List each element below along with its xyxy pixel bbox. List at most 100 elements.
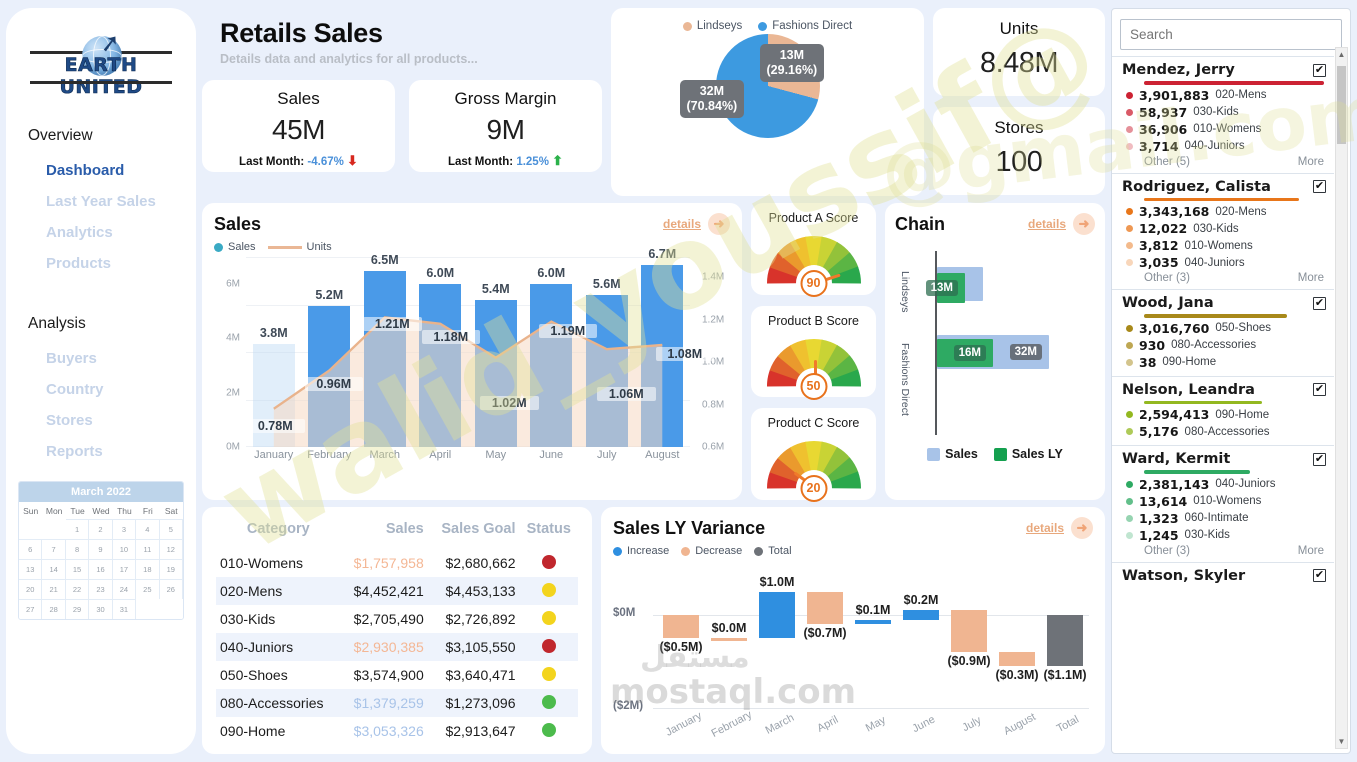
kpi-card-gross-margin[interactable]: Gross Margin 9M Last Month: 1.25% ⬆ bbox=[409, 80, 602, 172]
col-sales[interactable]: Sales bbox=[385, 521, 424, 537]
gauge-card-product-b[interactable]: Product B Score 50 bbox=[751, 305, 876, 400]
variance-details-link[interactable]: details ➜ bbox=[1026, 517, 1093, 539]
calendar-day[interactable]: 11 bbox=[136, 539, 160, 559]
waterfall-bar[interactable] bbox=[902, 610, 940, 620]
sidebar-item-stores[interactable]: Stores bbox=[46, 412, 93, 429]
buyer-item[interactable]: 58,937 030-Kids bbox=[1122, 104, 1326, 121]
calendar-day[interactable]: 24 bbox=[112, 579, 137, 599]
table-row[interactable]: 010-Womens $1,757,958 $2,680,662 bbox=[216, 549, 578, 577]
buyer-item[interactable]: 5,176 080-Accessories bbox=[1122, 423, 1326, 440]
search-input[interactable] bbox=[1120, 19, 1342, 50]
legend-units[interactable]: Units bbox=[267, 241, 332, 253]
gauge-card-product-a[interactable]: Product A Score 90 bbox=[751, 203, 876, 297]
sidebar-item-products[interactable]: Products bbox=[46, 255, 112, 272]
buyer-other-label[interactable]: Other (3) bbox=[1144, 272, 1191, 284]
calendar-day[interactable]: 25 bbox=[136, 579, 160, 599]
legend-total[interactable]: Total bbox=[754, 545, 792, 557]
kpi-card-sales[interactable]: Sales 45M Last Month: -4.67% ⬇ bbox=[202, 80, 395, 172]
variance-chart-card[interactable]: Sales LY Variance details ➜ Increase Dec… bbox=[601, 507, 1105, 754]
buyer-card[interactable]: Ward, Kermit ✔ 2,381,143 040-Juniors 13,614 0… bbox=[1112, 445, 1334, 562]
buyer-item[interactable]: 36,906 010-Womens bbox=[1122, 121, 1326, 138]
buyer-item[interactable]: 3,812 010-Womens bbox=[1122, 237, 1326, 254]
buyer-item[interactable]: 38 090-Home bbox=[1122, 354, 1326, 371]
buyers-list[interactable]: Mendez, Jerry ✔ 3,901,883 020-Mens 58,937 030… bbox=[1112, 56, 1350, 753]
waterfall-column[interactable]: $1.0M bbox=[753, 567, 801, 717]
waterfall-bar[interactable] bbox=[998, 652, 1036, 667]
waterfall-bar[interactable] bbox=[1046, 615, 1084, 667]
calendar-day[interactable]: 10 bbox=[112, 539, 137, 559]
calendar-day[interactable]: 5 bbox=[159, 519, 183, 539]
waterfall-column[interactable]: $0.1M bbox=[849, 567, 897, 717]
supply-chain-card[interactable]: Chain details ➜ Lindseys Fashions Direct… bbox=[885, 203, 1105, 500]
waterfall-bar[interactable] bbox=[758, 591, 796, 639]
buyer-item[interactable]: 13,614 010-Womens bbox=[1122, 493, 1326, 510]
calendar-day[interactable]: 29 bbox=[65, 599, 90, 619]
calendar-day[interactable]: 19 bbox=[159, 559, 183, 579]
buyer-name[interactable]: Mendez, Jerry bbox=[1122, 62, 1235, 78]
waterfall-column[interactable]: ($0.9M) bbox=[945, 567, 993, 717]
calendar-day[interactable]: 28 bbox=[42, 599, 66, 619]
buyer-card[interactable]: Mendez, Jerry ✔ 3,901,883 020-Mens 58,937 030… bbox=[1112, 56, 1334, 173]
waterfall-bar[interactable] bbox=[710, 638, 748, 642]
waterfall-bar[interactable] bbox=[662, 615, 700, 639]
legend-increase[interactable]: Increase bbox=[613, 545, 669, 557]
legend-lindseys[interactable]: Lindseys bbox=[682, 20, 742, 32]
sidebar-item-analytics[interactable]: Analytics bbox=[46, 224, 113, 241]
calendar-day[interactable]: 20 bbox=[19, 579, 43, 599]
buyer-item[interactable]: 3,901,883 020-Mens bbox=[1122, 87, 1326, 104]
calendar-day[interactable]: 4 bbox=[136, 519, 160, 539]
calendar-day[interactable]: 22 bbox=[65, 579, 90, 599]
buyer-name[interactable]: Rodriguez, Calista bbox=[1122, 178, 1271, 195]
sidebar-item-last-year-sales[interactable]: Last Year Sales bbox=[46, 193, 156, 210]
calendar-day[interactable]: 27 bbox=[19, 599, 43, 619]
supply-bar-salesly-lindseys[interactable]: 13M bbox=[925, 273, 965, 303]
col-sales-goal[interactable]: Sales Goal bbox=[441, 521, 516, 537]
calendar-day[interactable]: 21 bbox=[42, 579, 66, 599]
scroll-down-icon[interactable]: ▼ bbox=[1337, 737, 1346, 746]
calendar-day[interactable]: 14 bbox=[42, 559, 66, 579]
legend-fashions-direct[interactable]: Fashions Direct bbox=[758, 20, 852, 32]
buyer-other-label[interactable]: Other (3) bbox=[1144, 544, 1191, 557]
calendar-day[interactable]: 6 bbox=[19, 539, 43, 559]
table-row[interactable]: 090-Home $3,053,326 $2,913,647 bbox=[216, 717, 578, 745]
category-table-card[interactable]: Category Sales Sales Goal Status 010-Wom… bbox=[202, 507, 592, 754]
calendar-day[interactable]: 18 bbox=[136, 559, 160, 579]
calendar-day[interactable]: 16 bbox=[89, 559, 113, 579]
legend-supply-sales-ly[interactable]: Sales LY bbox=[993, 447, 1063, 461]
buyer-item[interactable]: 3,714 040-Juniors bbox=[1122, 138, 1326, 155]
pie-chart-card[interactable]: Lindseys Fashions Direct 13M (29.16%) 32… bbox=[611, 8, 924, 196]
buyer-item[interactable]: 12,022 030-Kids bbox=[1122, 220, 1326, 237]
sales-details-link[interactable]: details ➜ bbox=[663, 213, 730, 235]
buyer-item[interactable]: 2,594,413 090-Home bbox=[1122, 406, 1326, 423]
supply-details-link[interactable]: details ➜ bbox=[1028, 213, 1095, 235]
kpi-card-stores[interactable]: Stores 100 bbox=[933, 107, 1105, 195]
waterfall-column[interactable]: ($0.5M) bbox=[657, 567, 705, 717]
gauge-card-product-c[interactable]: Product C Score 20 bbox=[751, 408, 876, 503]
buyer-card[interactable]: Nelson, Leandra ✔ 2,594,413 090-Home 5,176 08… bbox=[1112, 375, 1334, 446]
calendar-day[interactable]: 7 bbox=[42, 539, 66, 559]
buyer-checkbox[interactable]: ✔ bbox=[1313, 569, 1326, 582]
calendar-day[interactable]: 30 bbox=[89, 599, 113, 619]
buyer-checkbox[interactable]: ✔ bbox=[1313, 180, 1326, 193]
buyer-item[interactable]: 1,323 060-Intimate bbox=[1122, 510, 1326, 527]
buyer-checkbox[interactable]: ✔ bbox=[1313, 383, 1326, 396]
legend-supply-sales[interactable]: Sales bbox=[927, 447, 978, 461]
table-row[interactable]: 020-Mens $4,452,421 $4,453,133 bbox=[216, 577, 578, 605]
buyer-checkbox[interactable]: ✔ bbox=[1313, 452, 1326, 466]
sales-chart-card[interactable]: Sales details ➜ Sales Units bbox=[202, 203, 742, 500]
buyer-checkbox[interactable]: ✔ bbox=[1313, 296, 1326, 310]
calendar-day[interactable]: 26 bbox=[159, 579, 183, 599]
waterfall-column[interactable]: ($0.7M) bbox=[801, 567, 849, 717]
buyer-card[interactable]: Wood, Jana ✔ 3,016,760 050-Shoes 930 080-Acce… bbox=[1112, 289, 1334, 376]
legend-sales[interactable]: Sales bbox=[214, 241, 256, 253]
waterfall-column[interactable]: ($1.1M) bbox=[1041, 567, 1089, 717]
buyer-checkbox[interactable]: ✔ bbox=[1313, 63, 1326, 77]
waterfall-column[interactable]: ($0.3M) bbox=[993, 567, 1041, 717]
col-status[interactable]: Status bbox=[526, 521, 571, 537]
calendar-day[interactable]: 1 bbox=[65, 519, 90, 539]
sidebar-item-country[interactable]: Country bbox=[46, 381, 104, 398]
table-row[interactable]: 030-Kids $2,705,490 $2,726,892 bbox=[216, 605, 578, 633]
supply-bar-salesly-fashions[interactable]: 16M bbox=[937, 339, 993, 367]
legend-decrease[interactable]: Decrease bbox=[681, 545, 742, 557]
